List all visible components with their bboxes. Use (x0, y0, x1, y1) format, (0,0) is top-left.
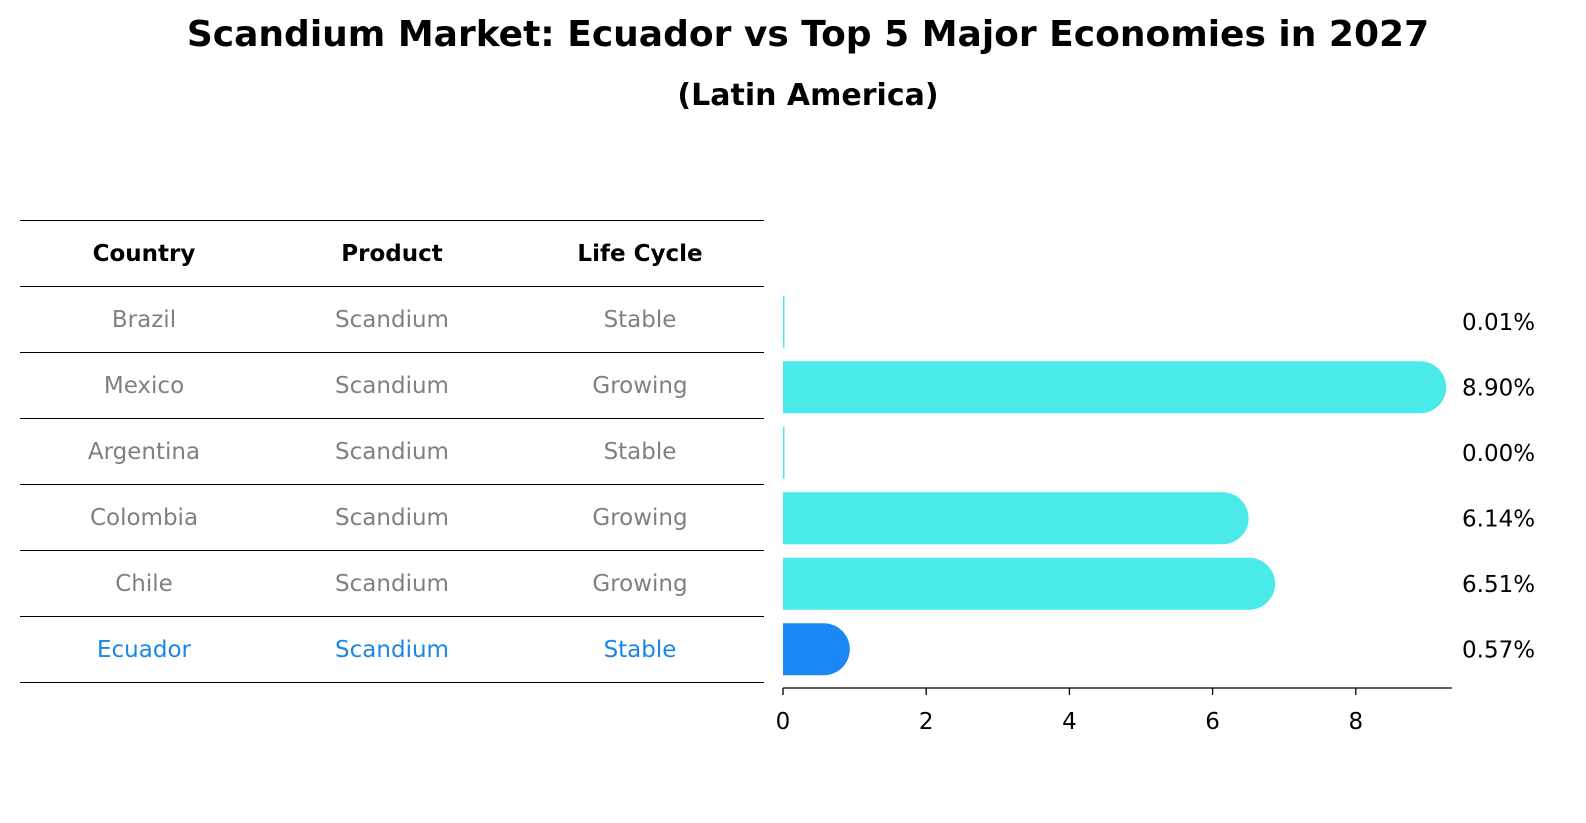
table-row: Mexico Scandium Growing (20, 352, 764, 418)
value-label: 0.57% (1462, 637, 1535, 663)
value-label: 6.51% (1462, 572, 1535, 598)
life-cycle-cell: Growing (592, 372, 688, 399)
bar-brazil (783, 295, 785, 348)
product-cell: Scandium (335, 438, 449, 465)
country-cell: Argentina (87, 438, 201, 465)
column-header-life-cycle: Life Cycle (577, 240, 703, 267)
life-cycle-cell: Stable (603, 306, 677, 333)
value-label: 6.14% (1462, 506, 1535, 532)
table-row: Brazil Scandium Stable (20, 286, 764, 352)
comparison-table: Country Product Life Cycle Brazil Scandi… (20, 220, 764, 683)
life-cycle-cell: Growing (592, 504, 688, 531)
value-label: 8.90% (1462, 375, 1535, 401)
country-cell: Ecuador (97, 636, 191, 663)
product-cell: Scandium (335, 504, 449, 531)
bar-colombia (783, 492, 1249, 545)
x-tick-label: 2 (919, 709, 934, 735)
chart-subtitle: (Latin America) (677, 78, 939, 113)
column-header-country: Country (92, 240, 196, 267)
table-row-highlighted: Ecuador Scandium Stable (20, 616, 764, 683)
x-tick-label: 4 (1062, 709, 1077, 735)
country-cell: Chile (115, 570, 173, 597)
product-cell: Scandium (335, 636, 449, 663)
table-row: Chile Scandium Growing (20, 550, 764, 616)
x-tick-label: 0 (776, 709, 791, 735)
bar-mexico (783, 361, 1447, 414)
bar-chile (783, 557, 1276, 610)
value-label: 0.00% (1462, 441, 1535, 467)
life-cycle-cell: Growing (592, 570, 688, 597)
column-header-product: Product (341, 240, 443, 267)
life-cycle-cell: Stable (603, 438, 677, 465)
table-row: Colombia Scandium Growing (20, 484, 764, 550)
bar-ecuador (783, 623, 850, 676)
life-cycle-cell: Stable (603, 636, 677, 663)
country-cell: Mexico (103, 372, 185, 399)
table-row: Argentina Scandium Stable (20, 418, 764, 484)
product-cell: Scandium (335, 306, 449, 333)
country-cell: Colombia (89, 504, 199, 531)
country-cell: Brazil (111, 306, 177, 333)
product-cell: Scandium (335, 372, 449, 399)
table-header-row: Country Product Life Cycle (20, 220, 764, 286)
x-tick-label: 6 (1205, 709, 1220, 735)
product-cell: Scandium (335, 570, 449, 597)
chart-title: Scandium Market: Ecuador vs Top 5 Major … (186, 14, 1430, 55)
bar-argentina (783, 426, 785, 479)
x-tick-label: 8 (1348, 709, 1363, 735)
value-label: 0.01% (1462, 310, 1535, 336)
